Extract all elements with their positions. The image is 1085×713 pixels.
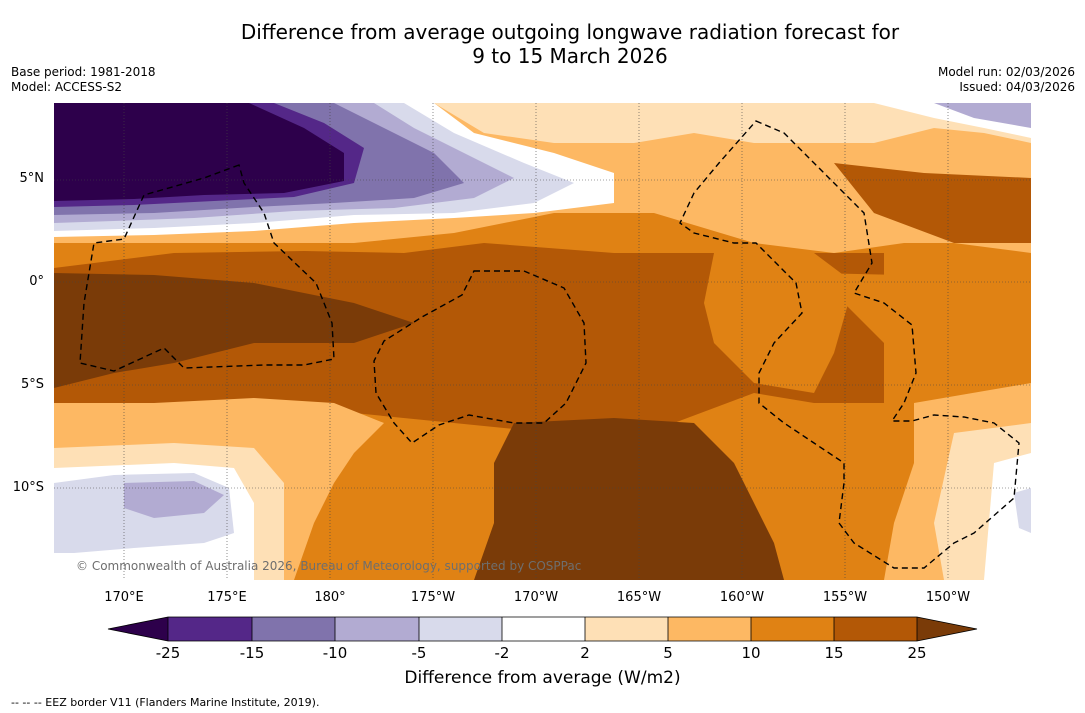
colorbar-tick: -5 — [411, 644, 427, 662]
field-ne-pos15 — [834, 163, 1031, 243]
field-west-pos25 — [54, 273, 414, 388]
eez-phoenix — [373, 270, 587, 444]
colorbar-tick: -15 — [239, 644, 265, 662]
eez-footnote: -- -- -- EEZ border V11 (Flanders Marine… — [11, 696, 320, 709]
eez-line-islands — [679, 120, 1020, 569]
anomaly-map-svg — [54, 103, 1031, 580]
colorbar-tick: 25 — [907, 644, 927, 662]
field-sw-neg5 — [124, 481, 224, 518]
colorbar-label: Difference from average (W/m2) — [404, 668, 681, 688]
copyright-text: © Commonwealth of Australia 2026, Bureau… — [76, 559, 582, 573]
lon-label-170w: 170°W — [513, 590, 559, 605]
chart-title: Difference from average outgoing longwav… — [0, 20, 1085, 68]
model-run-text: Model run: 02/03/2026 — [937, 65, 1075, 79]
lon-label-150w: 150°W — [925, 590, 971, 605]
model-text: Model: ACCESS-S2 — [11, 80, 123, 94]
colorbar-tick: 10 — [741, 644, 761, 662]
colorbar-swatch — [252, 617, 335, 641]
field-north-pos2 — [434, 103, 1031, 143]
issued-text: Issued: 04/03/2026 — [959, 80, 1075, 94]
lon-label-175e: 175°E — [207, 590, 247, 605]
colorbar-swatch — [168, 617, 252, 641]
field-se-neutral — [984, 453, 1031, 580]
field-east-pos10-b — [814, 273, 1031, 403]
info-left: Base period: 1981-2018 Model: ACCESS-S2 — [11, 65, 156, 95]
eez-borders — [79, 120, 1020, 569]
lon-label-175w: 175°W — [410, 590, 456, 605]
colorbar-swatch — [585, 617, 668, 641]
lat-label-10s: 10°S — [12, 480, 44, 495]
lon-label-155w: 155°W — [822, 590, 868, 605]
eez-tuvalu-kiribati — [79, 164, 335, 372]
field-east-pos10-a — [704, 253, 854, 393]
lon-label-165w: 165°W — [616, 590, 662, 605]
field-nw-neg25 — [54, 103, 344, 201]
lat-label-5s: 5°S — [20, 377, 44, 392]
title-line-2: 9 to 15 March 2026 — [472, 44, 668, 68]
colorbar-swatch — [668, 617, 751, 641]
lat-label-5n: 5°N — [19, 171, 45, 186]
colorbar-swatch — [335, 617, 419, 641]
anomaly-map — [54, 103, 1031, 580]
colorbar-arrow-high — [917, 617, 977, 641]
colorbar-tick: -25 — [155, 644, 181, 662]
colorbar-tick: -10 — [322, 644, 348, 662]
field-south-pos25 — [474, 418, 784, 580]
colorbar-arrow-low — [108, 617, 168, 641]
field-ne-neg5 — [934, 103, 1031, 128]
colorbar-swatch — [502, 617, 585, 641]
info-right: Model run: 02/03/2026 Issued: 04/03/2026 — [938, 65, 1075, 95]
colorbar-swatch — [419, 617, 502, 641]
lat-label-equator: 0° — [29, 274, 44, 289]
colorbar-swatch — [751, 617, 834, 641]
colorbar-tick: 2 — [580, 644, 590, 662]
colorbar-swatch — [834, 617, 917, 641]
lon-label-170e: 170°E — [104, 590, 144, 605]
field-se-neg2 — [1014, 488, 1031, 533]
lon-label-180: 180° — [314, 590, 346, 605]
colorbar-tick: -2 — [494, 644, 510, 662]
base-period-text: Base period: 1981-2018 — [11, 65, 156, 79]
lon-label-160w: 160°W — [719, 590, 765, 605]
colorbar-tick: 15 — [824, 644, 844, 662]
title-line-1: Difference from average outgoing longwav… — [240, 20, 900, 44]
colorbar-tick: 5 — [663, 644, 673, 662]
colorbar-dividers — [167, 617, 918, 641]
graticule — [54, 103, 1031, 580]
